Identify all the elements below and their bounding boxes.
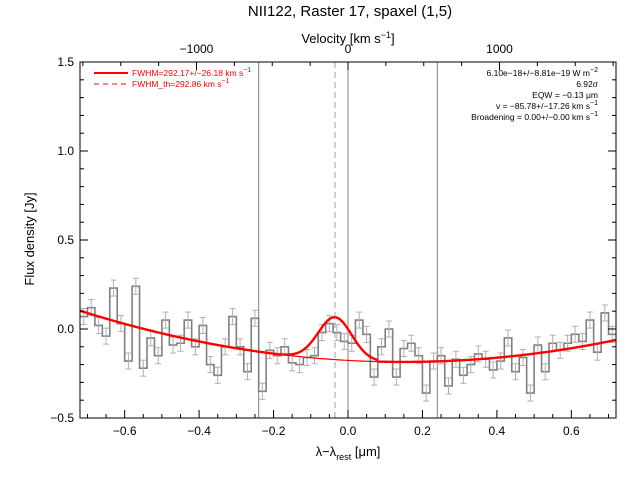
y-axis-title: Flux density [Jy] xyxy=(22,192,37,285)
y-tick-label: 1.5 xyxy=(57,55,74,69)
top-tick-label: 0 xyxy=(345,42,352,56)
x-tick-label: 0.6 xyxy=(563,424,580,438)
legend-label: FWHM=292.17+/−26.18 km s−1 xyxy=(132,67,251,78)
fit-annotation: EQW = −0.13 μm xyxy=(532,90,598,100)
chart-title: NII122, Raster 17, spaxel (1,5) xyxy=(248,3,452,20)
top-tick-label: 1000 xyxy=(486,42,513,56)
continuum-fit-line xyxy=(377,338,617,364)
top-tick-label: −1000 xyxy=(180,42,214,56)
continuum-fit-line xyxy=(79,309,282,356)
y-tick-label: 0.0 xyxy=(57,322,74,336)
fit-annotation: 6.92σ xyxy=(576,79,599,89)
x-tick-label: −0.6 xyxy=(113,424,137,438)
fit-annotation: 6.10e−18+/−8.81e−19 W m−2 xyxy=(487,67,599,78)
y-tick-label: 1.0 xyxy=(57,144,74,158)
legend-label: FWHM_th=292.86 km s−1 xyxy=(132,78,230,89)
x-axis-title: λ−λrest [μm] xyxy=(316,444,381,462)
x-tick-label: 0.0 xyxy=(340,424,357,438)
y-tick-label: 0.5 xyxy=(57,233,74,247)
x-tick-label: −0.4 xyxy=(187,424,211,438)
x-tick-label: −0.2 xyxy=(262,424,286,438)
x-tick-label: 0.2 xyxy=(414,424,431,438)
fit-annotation: v = −85.78+/−17.26 km s−1 xyxy=(496,100,598,111)
y-tick-label: −0.5 xyxy=(50,411,74,425)
gaussian-fit-line xyxy=(280,316,379,362)
spectrum-histogram xyxy=(80,285,616,394)
plot-frame xyxy=(79,61,617,419)
x2-axis-title: Velocity [km s−1] xyxy=(301,30,394,46)
x-tick-label: 0.4 xyxy=(489,424,506,438)
fit-annotation: Broadening = 0.00+/−0.00 km s−1 xyxy=(471,111,598,122)
